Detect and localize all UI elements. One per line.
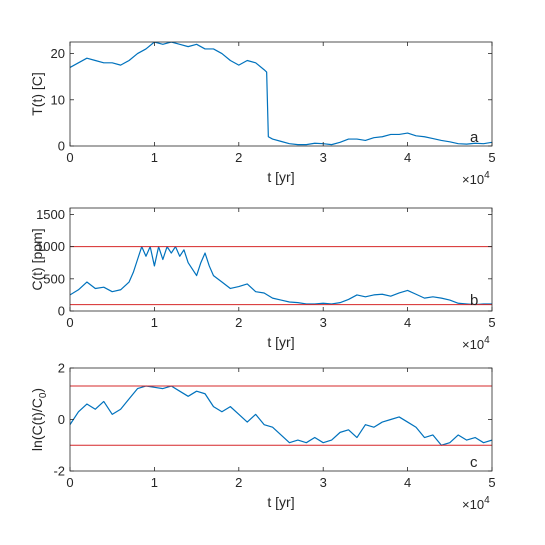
x-tick-label: 4 [404,475,411,490]
plot-area [70,368,492,471]
x-tick-label: 1 [151,315,158,330]
x-tick-label: 1 [151,150,158,165]
x-axis-exponent: ×104 [462,170,490,187]
panel-letter: c [470,454,478,471]
x-tick-label: 4 [404,150,411,165]
x-tick-label: 4 [404,315,411,330]
y-tick-label: 0 [58,412,65,427]
axes-frame [69,41,493,147]
y-tick-label: 0 [58,139,65,154]
x-tick-label: 0 [66,315,73,330]
x-axis-exponent: ×104 [462,335,490,352]
series-line [70,42,492,146]
panel-a: 0 1 2 3 4 5 0 10 20 t [yr] ×104 T(t) [C] a [29,41,496,187]
x-tick-label: 2 [235,315,242,330]
panel-b: 0 1 2 3 4 5 0 500 1000 1500 t [yr] ×104 C(t) [ppm] b [29,207,496,352]
x-tick-label: 3 [320,150,327,165]
y-tick-label: 500 [43,271,65,286]
y-axis-label: ln(C(t)/C0) [29,388,49,451]
plot-area [70,42,492,146]
series-line [70,246,492,306]
x-axis-label: t [yr] [267,169,294,185]
plot-area [70,208,492,311]
y-tick-label: 2 [58,361,65,376]
x-tick-label: 0 [66,150,73,165]
x-tick-label: 2 [235,150,242,165]
series-line [70,385,492,446]
x-axis-exponent: ×104 [462,495,490,512]
x-tick-label: 5 [488,315,495,330]
x-tick-label: 1 [151,475,158,490]
x-tick-label: 2 [235,475,242,490]
x-tick-label: 3 [320,315,327,330]
x-axis-label: t [yr] [267,494,294,510]
x-axis-label: t [yr] [267,334,294,350]
y-tick-label: 1000 [36,239,65,254]
y-tick-label: -2 [53,464,65,479]
x-tick-label: 0 [66,475,73,490]
panel-letter: a [470,129,479,146]
y-tick-label: 10 [51,92,65,107]
panel-letter: b [470,292,478,309]
x-tick-label: 3 [320,475,327,490]
y-axis-label: T(t) [C] [29,72,45,116]
x-tick-label: 5 [488,475,495,490]
y-tick-label: 1500 [36,207,65,222]
axes-frame [69,207,493,312]
x-tick-label: 5 [488,150,495,165]
y-tick-label: 0 [58,304,65,319]
y-tick-label: 20 [51,46,65,61]
y-axis-label: C(t) [ppm] [29,228,45,290]
